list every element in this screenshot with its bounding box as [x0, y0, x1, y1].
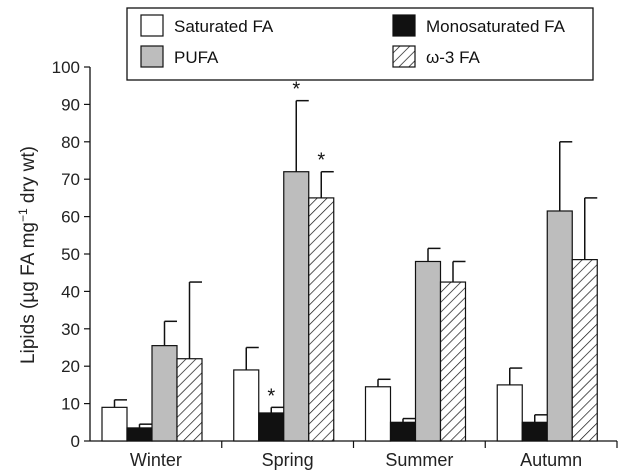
significance-star: * [317, 150, 325, 172]
y-tick-label: 80 [61, 133, 80, 152]
legend-swatch [140, 45, 164, 68]
legend-swatch [140, 14, 164, 37]
legend-label: ω-3 FA [426, 48, 481, 67]
legend-frame [126, 7, 594, 81]
y-tick-label: 60 [61, 208, 80, 227]
bar [176, 358, 203, 442]
bar [283, 171, 310, 442]
legend-swatch [392, 14, 416, 37]
bar [546, 210, 573, 442]
y-tick-label: 30 [61, 320, 80, 339]
legend-label: Monosaturated FA [426, 17, 566, 36]
legend-swatch [392, 45, 416, 68]
y-tick-label: 70 [61, 170, 80, 189]
x-category-label: Autumn [520, 450, 582, 470]
x-category-label: Winter [130, 450, 182, 470]
significance-star: * [292, 79, 300, 101]
y-axis-title-main: Lipids (µg FA mg [18, 222, 39, 364]
x-category-label: Summer [385, 450, 453, 470]
bar [258, 412, 285, 442]
bar [233, 369, 260, 442]
y-tick-label: 100 [52, 58, 80, 77]
y-tick-label: 50 [61, 245, 80, 264]
significance-markers: * * * [267, 79, 325, 408]
significance-star: * [267, 385, 275, 407]
bar [101, 406, 128, 442]
bar [126, 427, 153, 442]
legend: Saturated FA Monosaturated FA PUFA ω-3 FA [126, 7, 594, 81]
y-tick-label: 0 [71, 432, 80, 451]
bars [101, 171, 598, 442]
bar [439, 281, 467, 442]
bar [414, 260, 442, 442]
y-tick-label: 40 [61, 282, 80, 301]
bar [151, 345, 178, 442]
x-category-label: Spring [262, 450, 314, 470]
y-axis-title-superscript: −1 [16, 208, 30, 222]
legend-label: PUFA [174, 48, 219, 67]
y-tick-label: 10 [61, 395, 80, 414]
bar [389, 421, 417, 442]
y-axis-title-unit: dry wt) [18, 146, 39, 208]
y-axis-title: Lipids (µg FA mg−1 dry wt) [16, 146, 39, 364]
bar [308, 197, 335, 442]
bar [571, 259, 598, 442]
y-tick-label: 20 [61, 357, 80, 376]
y-tick-label: 90 [61, 95, 80, 114]
legend-label: Saturated FA [174, 17, 274, 36]
bar [496, 384, 523, 442]
bar [521, 421, 548, 442]
bar [364, 386, 392, 442]
error-bars [113, 99, 598, 428]
